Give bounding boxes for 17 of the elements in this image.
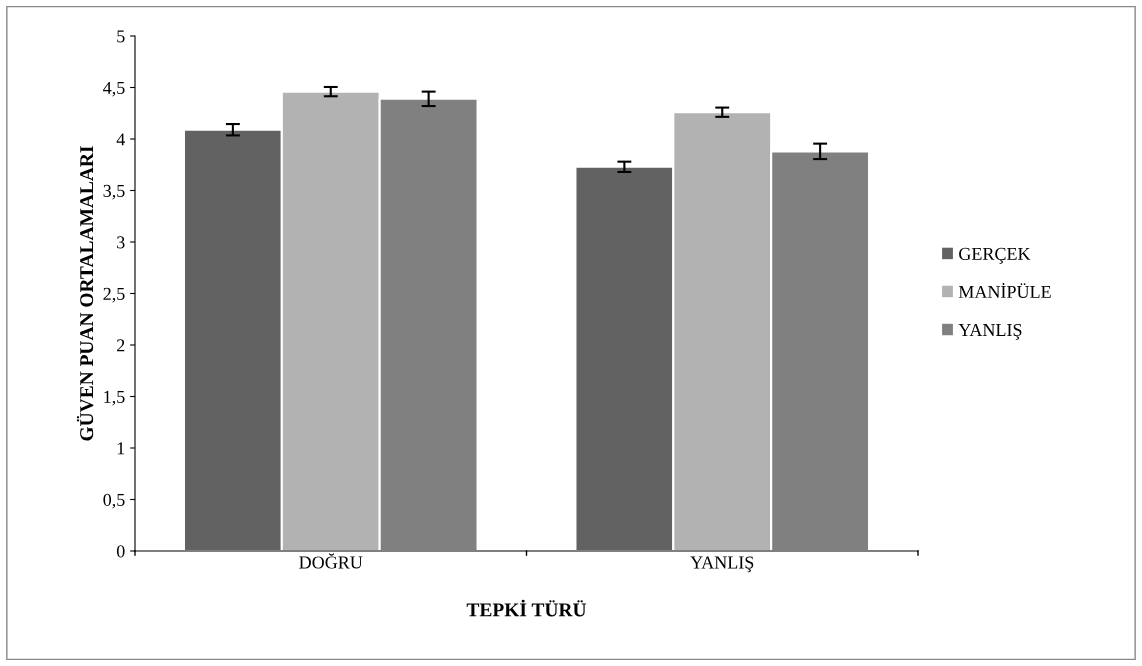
y-tick-label: 4: [116, 133, 125, 146]
legend-label: MANİPÜLE: [958, 283, 1051, 299]
x-tick-label: DOĞRU: [299, 553, 363, 569]
y-tick-label: 4,5: [103, 81, 125, 97]
y-tick-label: 1: [117, 442, 125, 455]
legend-label: GERÇEK: [959, 247, 1031, 264]
y-tick-label: 3: [117, 236, 125, 249]
y-tick-label: 2: [117, 339, 125, 352]
y-tick-label: 1,5: [104, 390, 125, 406]
x-axis-title: TEPKİ TÜRÜ: [466, 599, 587, 617]
legend-label: YANLIŞ: [958, 323, 1022, 340]
y-tick-label: 5: [117, 30, 125, 43]
y-tick-label: 0,5: [103, 493, 125, 509]
y-tick-label: 2,5: [103, 287, 125, 303]
y-tick-label: 3,5: [103, 184, 125, 200]
y-tick-label: 0: [116, 545, 125, 558]
y-axis-title: GÜVEN PUAN ORTALAMALARI: [76, 146, 94, 441]
